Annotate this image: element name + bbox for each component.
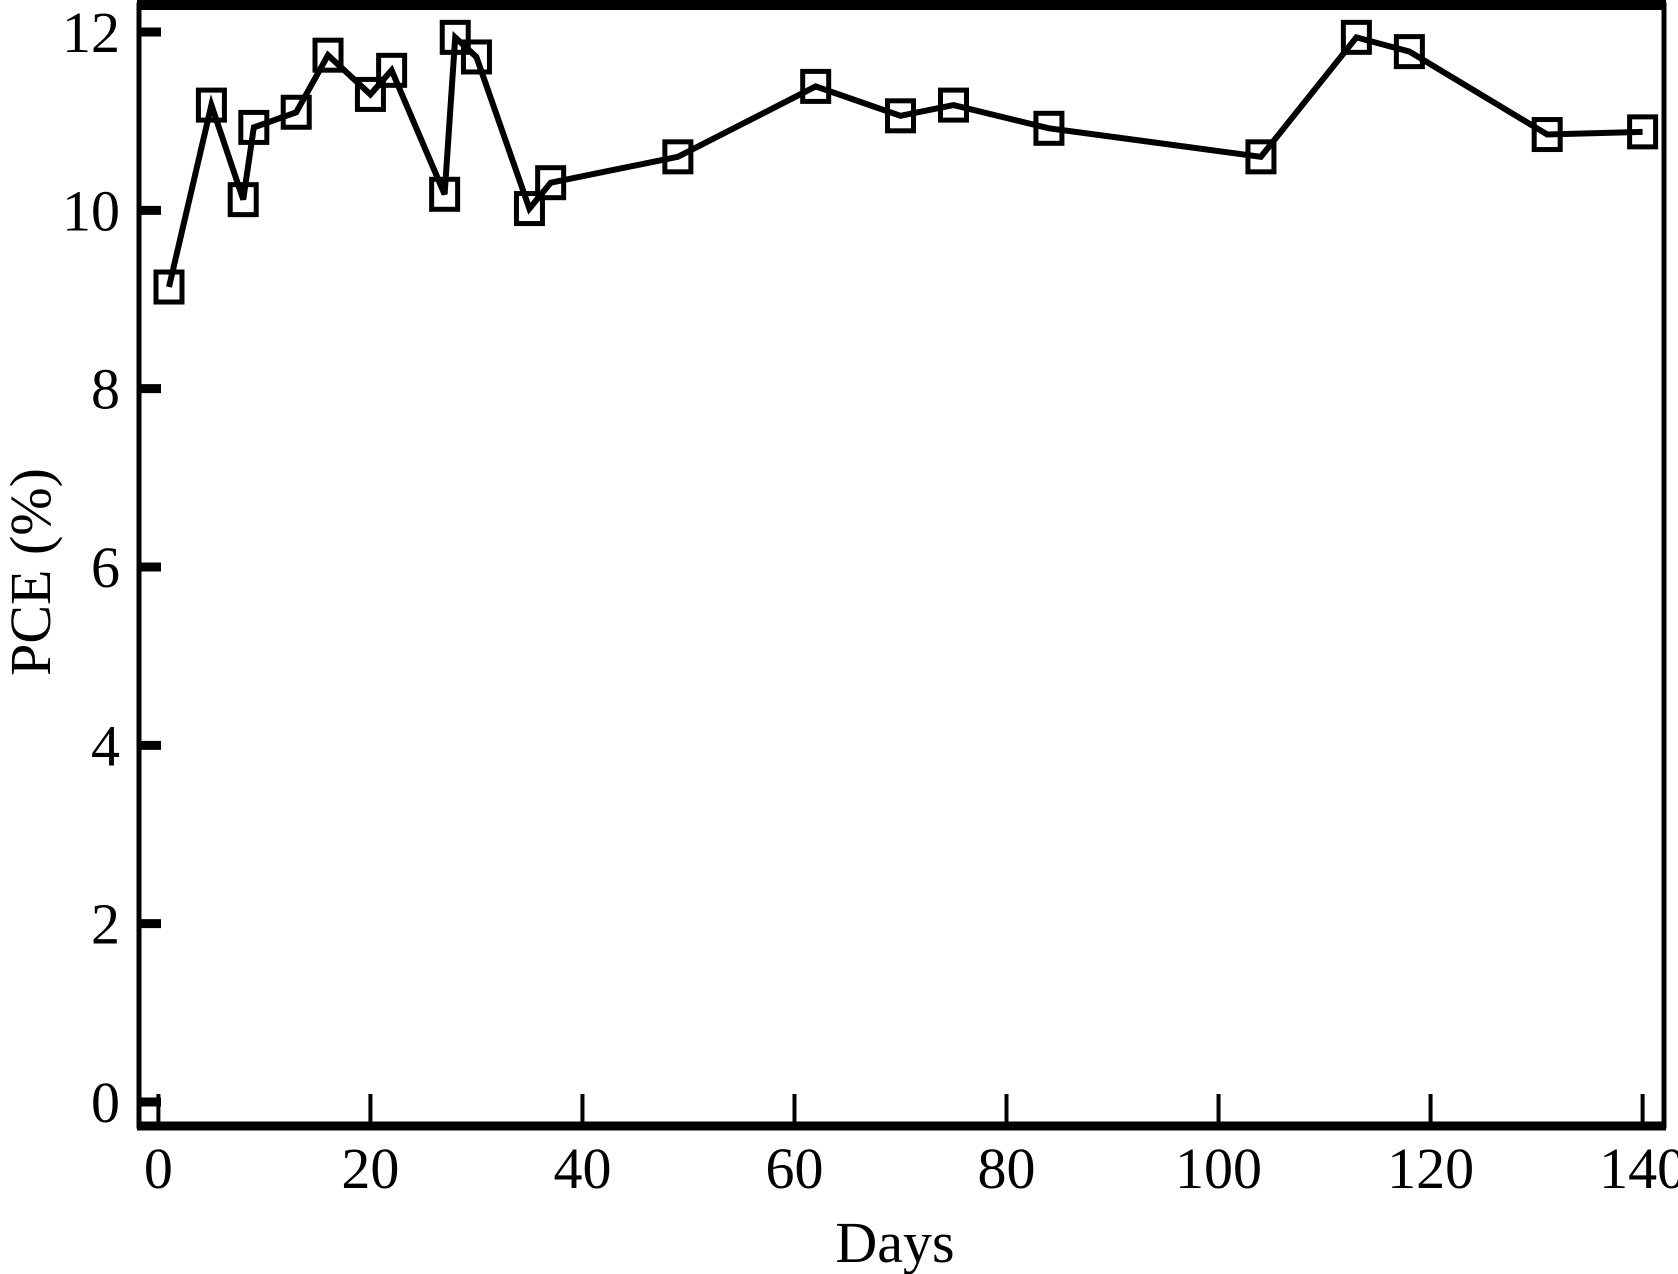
series-markers [153,19,1659,305]
data-point-marker [800,68,832,104]
data-point-marker [238,109,270,145]
data-point-marker [885,98,916,134]
data-point-marker [280,94,312,130]
axis-ticks [139,27,1645,1126]
x-axis-label: Days [835,1210,954,1274]
data-point-marker [376,52,408,88]
y-tick-label: 2 [91,892,120,957]
data-point-marker [227,182,259,218]
plot-frame [136,2,1667,1129]
y-tick-label: 0 [91,1070,120,1135]
x-tick-label: 40 [553,1136,611,1201]
y-tick-label: 4 [91,713,120,778]
x-tick-label: 0 [144,1136,173,1201]
series-line [166,30,1643,288]
data-point-marker [938,87,970,123]
data-point-marker [1531,117,1563,153]
data-point-marker [513,191,545,227]
data-point-marker [153,269,185,305]
data-point-marker [1340,19,1372,55]
y-tick-label: 8 [91,357,120,422]
data-point-marker [312,37,344,73]
data-point-marker [1393,34,1425,70]
data-point-marker [429,176,461,212]
data-point-marker [354,76,386,112]
data-point-marker [460,39,492,75]
y-axis-label: PCE (%) [0,468,63,676]
x-tick-label: 100 [1175,1136,1262,1201]
x-tick-label: 120 [1387,1136,1474,1201]
y-tick-label: 10 [62,178,120,243]
data-point-marker [1627,114,1659,150]
x-tick-label: 140 [1599,1136,1678,1201]
data-point-marker [1033,110,1065,146]
y-tick-label: 6 [91,535,120,600]
tick-labels: 0 20 40 60 80 100 120 140 0 2 4 6 8 10 12 [62,0,1678,1201]
y-tick-label: 12 [62,0,120,65]
x-tick-label: 20 [341,1136,399,1201]
data-point-marker [662,139,694,175]
data-point-marker [1245,139,1277,175]
data-point-marker [535,165,567,201]
x-tick-label: 80 [978,1136,1036,1201]
data-point-marker [195,87,227,123]
data-point-marker [439,19,471,55]
x-tick-label: 60 [765,1136,823,1201]
